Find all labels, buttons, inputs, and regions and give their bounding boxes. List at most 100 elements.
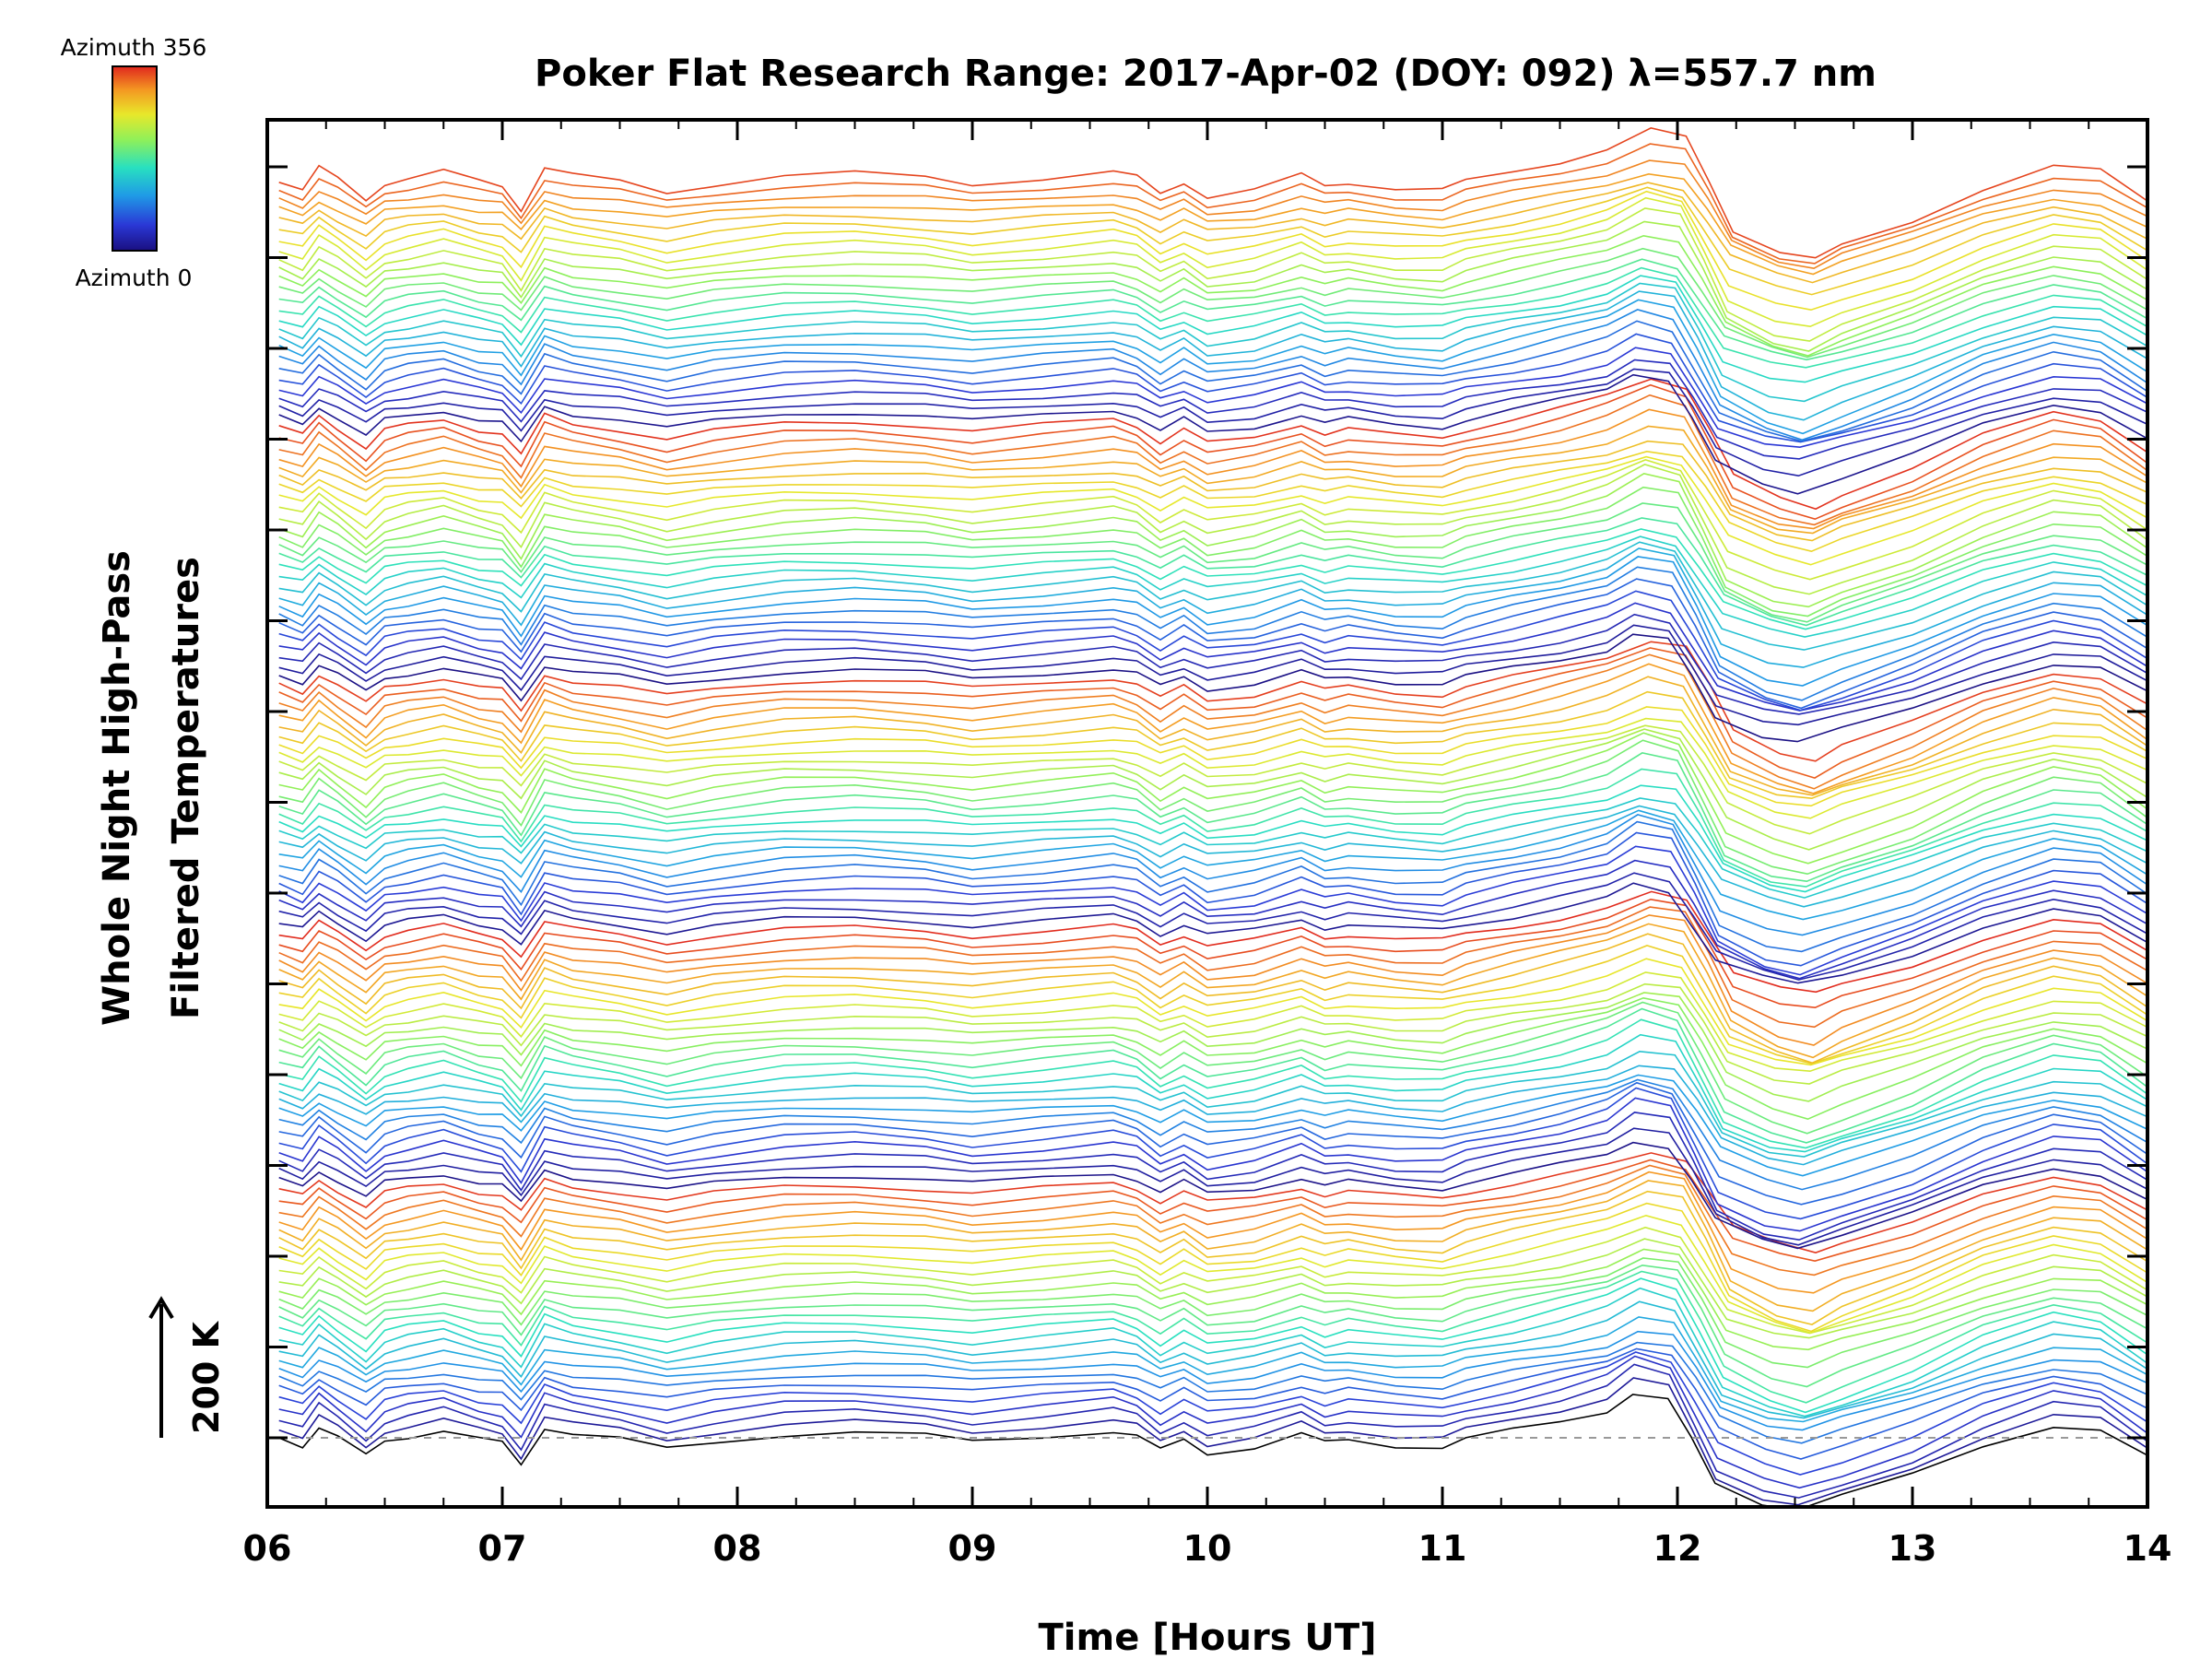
series-line: [278, 1248, 2147, 1351]
series-line: [278, 898, 2147, 1009]
series-line: [278, 378, 2147, 511]
x-tick-label: 07: [478, 1528, 527, 1569]
chart-title: Poker Flat Research Range: 2017-Apr-02 (…: [535, 53, 1877, 95]
series-line: [278, 933, 2147, 1065]
series-line: [278, 872, 2147, 981]
series-line: [278, 992, 2147, 1102]
series-line: [278, 653, 2147, 790]
series-line: [278, 1394, 2147, 1507]
series-line: [278, 1050, 2147, 1158]
series-line: [278, 831, 2147, 967]
series-line: [278, 590, 2147, 712]
series-line: [278, 1202, 2147, 1333]
series-line: [278, 541, 2147, 651]
series-line: [278, 425, 2147, 535]
series-line: [278, 1277, 2147, 1414]
scale-bar-arrow-head: [148, 1296, 174, 1320]
series-line: [278, 717, 2147, 819]
x-tick-label: 14: [2124, 1528, 2172, 1569]
series-line: [278, 196, 2147, 328]
series-line: [278, 394, 2147, 526]
series-line: [278, 1226, 2147, 1335]
series-line: [278, 906, 2147, 1029]
series-line: [278, 309, 2147, 441]
series-line: [278, 1214, 2147, 1334]
series-line: [278, 1180, 2147, 1312]
series-line: [278, 234, 2147, 357]
series-line: [278, 547, 2147, 668]
series-line: [278, 359, 2147, 460]
x-tick-label: 11: [1418, 1528, 1467, 1569]
series-line: [278, 914, 2147, 1046]
series-line: [278, 814, 2147, 936]
series-line: [278, 182, 2147, 284]
series-line: [278, 486, 2147, 618]
series-line: [278, 647, 2147, 779]
series-line: [278, 602, 2147, 712]
series-line: [278, 768, 2147, 888]
series-line: [278, 159, 2147, 270]
series-line: [278, 1377, 2147, 1506]
series-line: [278, 641, 2147, 762]
series-line: [278, 845, 2147, 976]
series-line: [278, 1330, 2147, 1431]
x-tick-label: 13: [1888, 1528, 1937, 1569]
series-line: [278, 502, 2147, 623]
x-tick-label: 12: [1653, 1528, 1702, 1569]
series-line: [278, 1007, 2147, 1144]
series-line: [278, 299, 2147, 435]
series-line: [278, 578, 2147, 710]
series-line: [278, 1351, 2147, 1476]
series-line: [278, 1238, 2147, 1339]
series-line: [278, 1018, 2147, 1149]
series-line: [278, 247, 2147, 359]
series-line: [278, 676, 2147, 796]
series-line: [278, 373, 2147, 495]
series-line: [278, 859, 2147, 980]
y-axis-ticks: [267, 165, 2147, 1440]
series-line: [278, 1159, 2147, 1263]
x-axis-title: Time [Hours UT]: [1039, 1617, 1377, 1659]
series-line: [278, 143, 2147, 265]
x-axis: 06 07 08 09 10 11 12 13 14: [243, 120, 2172, 1569]
series-line: [278, 207, 2147, 342]
series-line: [278, 633, 2147, 743]
series-line: [278, 455, 2147, 566]
series-line: [278, 282, 2147, 403]
series-line: [278, 320, 2147, 442]
series-line: [278, 1112, 2147, 1241]
series-line: [278, 739, 2147, 876]
series-line: [278, 186, 2147, 296]
colorbar-bottom-label: Azimuth 0: [76, 265, 193, 291]
series-layer: [278, 127, 2147, 1507]
series-line: [278, 1316, 2147, 1423]
series-line: [278, 383, 2147, 521]
series-line: [278, 820, 2147, 953]
series-line: [278, 127, 2147, 259]
scale-bar: 200 K: [148, 1296, 227, 1438]
series-line: [278, 923, 2147, 1059]
series-line: [278, 1078, 2147, 1191]
x-tick-label: 06: [243, 1528, 292, 1569]
series-line: [278, 1127, 2147, 1246]
series-line: [278, 728, 2147, 851]
series-line: [278, 1033, 2147, 1153]
series-line: [278, 1341, 2147, 1444]
series-line: [278, 528, 2147, 630]
series-line: [278, 347, 2147, 449]
series-line: [278, 464, 2147, 595]
plot-frame: [265, 118, 2149, 1509]
series-line: [278, 945, 2147, 1065]
series-line: [278, 1081, 2147, 1206]
series-line: [278, 890, 2147, 994]
series-line: [278, 1270, 2147, 1404]
series-line: [278, 982, 2147, 1085]
series-line: [278, 1171, 2147, 1294]
series-line: [278, 408, 2147, 530]
series-line: [278, 1347, 2147, 1460]
series-line: [278, 752, 2147, 883]
series-line: [278, 459, 2147, 581]
series-line: [278, 613, 2147, 715]
x-tick-label: 08: [713, 1528, 762, 1569]
colorbar-top-label: Azimuth 356: [61, 34, 207, 61]
